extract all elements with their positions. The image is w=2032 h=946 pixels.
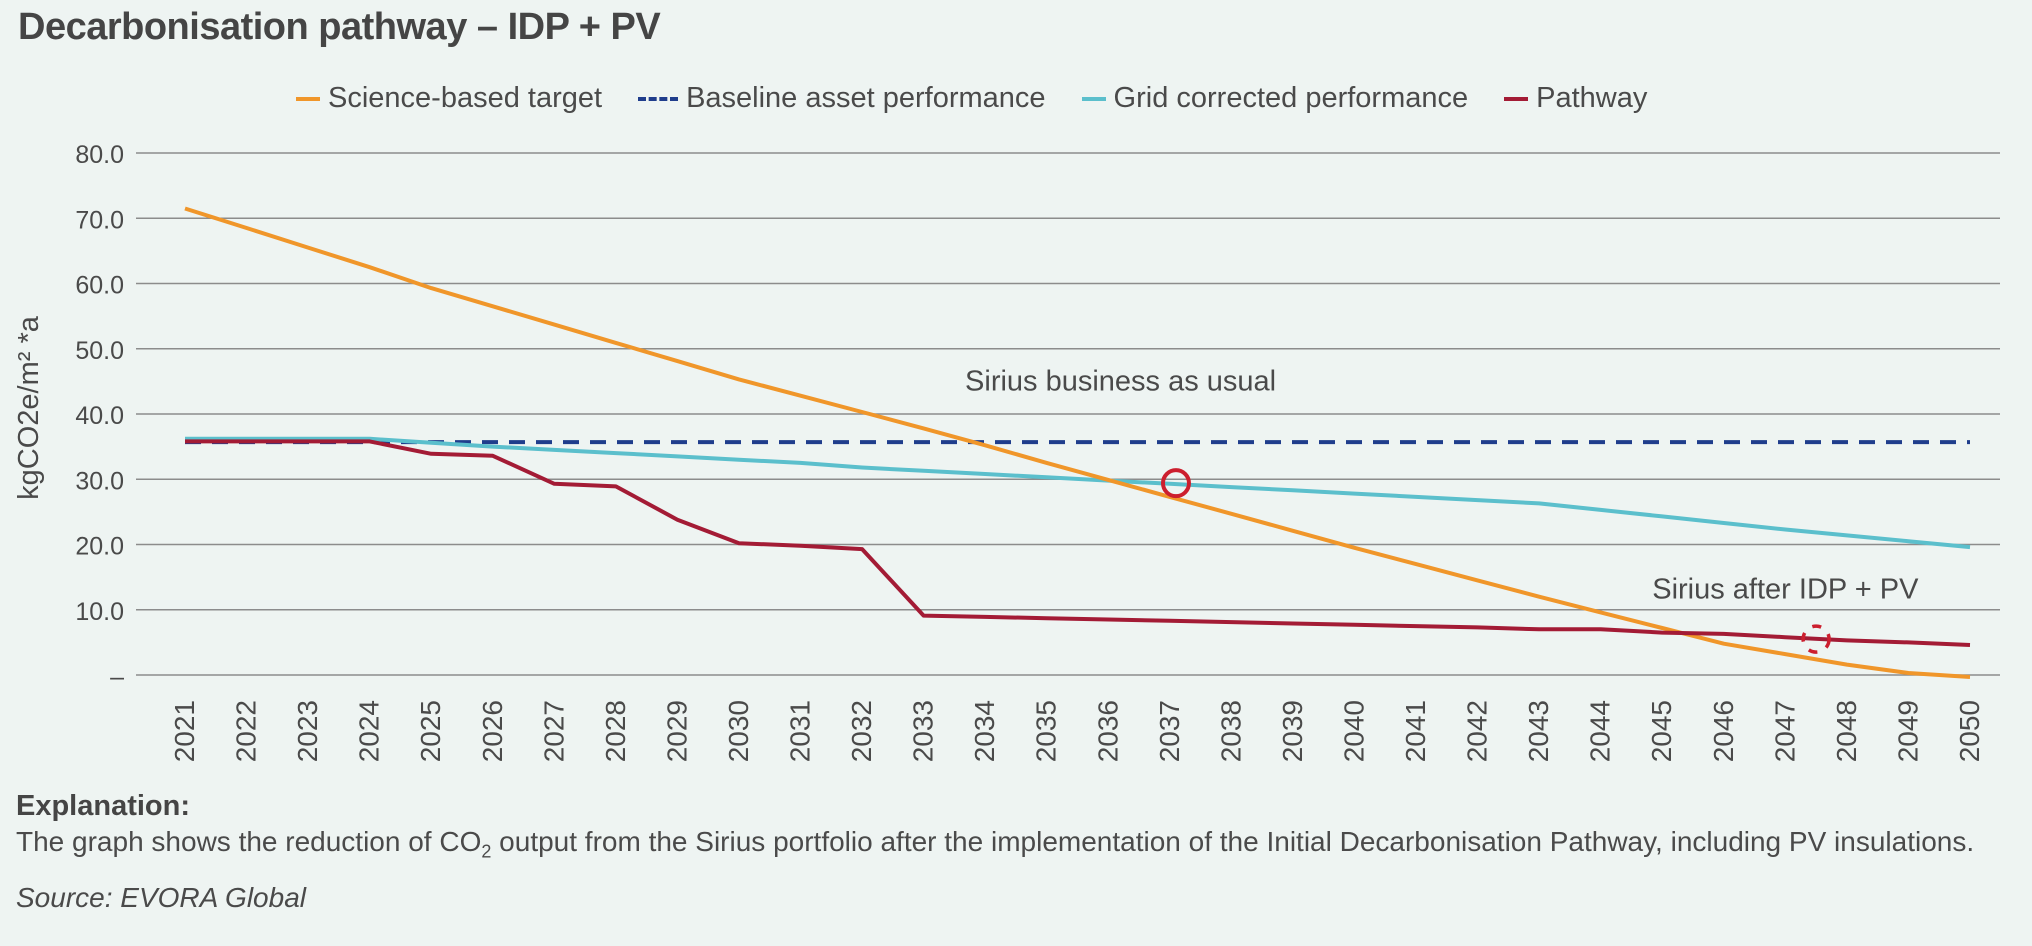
series-line-grid-corrected-performance	[185, 436, 1971, 550]
x-tick-label: 2036	[1092, 700, 1123, 762]
highlight-circle-marker	[1160, 468, 1191, 499]
x-tick-label: 2032	[846, 700, 877, 762]
x-tick-label: 2041	[1400, 700, 1431, 762]
legend-label-science-target: Science-based target	[328, 82, 603, 114]
explanation-subscript: 2	[481, 841, 492, 862]
x-tick-label: 2039	[1277, 700, 1308, 762]
x-tick-label: 2034	[969, 700, 1000, 762]
line-chart: – 10.0 20.0 30.0 40.0 50.0 60.0 70.0 80.0 2021 202…	[13, 141, 2000, 762]
y-tick-label: 80.0	[75, 141, 124, 169]
x-tick-label: 2033	[908, 700, 939, 762]
annotation-label: Sirius after IDP + PV	[1652, 574, 1919, 606]
x-tick-label: 2023	[292, 700, 323, 762]
x-tick-label: 2021	[169, 700, 200, 762]
y-tick-label: 20.0	[75, 533, 124, 561]
series-line-science-based-target	[184, 206, 1971, 679]
annotation-label: Sirius business as usual	[965, 366, 1276, 398]
legend-label-pathway: Pathway	[1536, 82, 1648, 114]
explanation-heading: Explanation:	[16, 790, 191, 822]
y-tick-label: 70.0	[75, 206, 124, 234]
x-tick-label: 2038	[1215, 700, 1246, 762]
x-tick-label: 2029	[661, 700, 692, 762]
x-tick-label: 2035	[1031, 700, 1062, 762]
x-tick-label: 2042	[1462, 700, 1493, 762]
x-tick-label: 2050	[1954, 700, 1985, 762]
legend-item-grid-corrected: Grid corrected performance	[1081, 82, 1469, 115]
x-tick-label: 2043	[1523, 700, 1554, 762]
legend-item-science-target: Science-based target	[296, 82, 602, 115]
y-tick-label: 60.0	[75, 272, 124, 300]
y-tick-label: 30.0	[75, 467, 124, 495]
x-tick-label: 2040	[1338, 700, 1369, 762]
legend-label-baseline: Baseline asset performance	[686, 82, 1046, 114]
x-tick-label: 2047	[1769, 700, 1800, 762]
y-tick-label: 10.0	[75, 598, 124, 626]
x-tick-label: 2028	[600, 700, 631, 762]
legend-item-baseline: Baseline asset performance	[638, 82, 1046, 115]
series-line-pathway	[185, 439, 1971, 647]
x-tick-label: 2046	[1708, 700, 1739, 762]
chart-title: Decarbonisation pathway – IDP + PV	[18, 6, 661, 48]
source-note: Source: EVORA Global	[16, 882, 306, 913]
explanation-text: The graph shows the reduction of CO2 out…	[16, 826, 1974, 863]
x-tick-label: 2045	[1646, 700, 1677, 762]
x-tick-label: 2049	[1892, 700, 1923, 762]
legend-label-grid-corrected: Grid corrected performance	[1113, 82, 1469, 114]
x-tick-label: 2024	[354, 700, 385, 762]
y-axis-label: kgCO2e/m² *a	[13, 315, 45, 500]
legend-swatch-pathway	[1504, 96, 1529, 101]
y-tick-label: –	[110, 663, 124, 691]
legend: Science-based target Baseline asset perf…	[296, 82, 1683, 115]
x-tick-label: 2025	[415, 700, 446, 762]
x-tick-label: 2044	[1585, 700, 1616, 762]
x-tick-label: 2026	[477, 700, 508, 762]
x-tick-label: 2037	[1154, 700, 1185, 762]
legend-swatch-baseline	[638, 96, 679, 101]
x-tick-label: 2030	[723, 700, 754, 762]
legend-swatch-grid-corrected	[1081, 96, 1106, 101]
x-tick-label: 2022	[231, 700, 262, 762]
explanation-text-before: The graph shows the reduction of CO	[16, 826, 482, 857]
x-tick-label: 2048	[1831, 700, 1862, 762]
explanation-text-after: output from the Sirius portfolio after t…	[491, 826, 1975, 857]
y-tick-label: 40.0	[75, 402, 124, 430]
x-tick-label: 2027	[538, 700, 569, 762]
y-tick-label: 50.0	[75, 337, 124, 365]
highlight-circle-marker	[1801, 624, 1831, 654]
x-tick-label: 2031	[785, 700, 816, 762]
legend-item-pathway: Pathway	[1504, 82, 1647, 115]
legend-swatch-science-target	[296, 96, 320, 101]
